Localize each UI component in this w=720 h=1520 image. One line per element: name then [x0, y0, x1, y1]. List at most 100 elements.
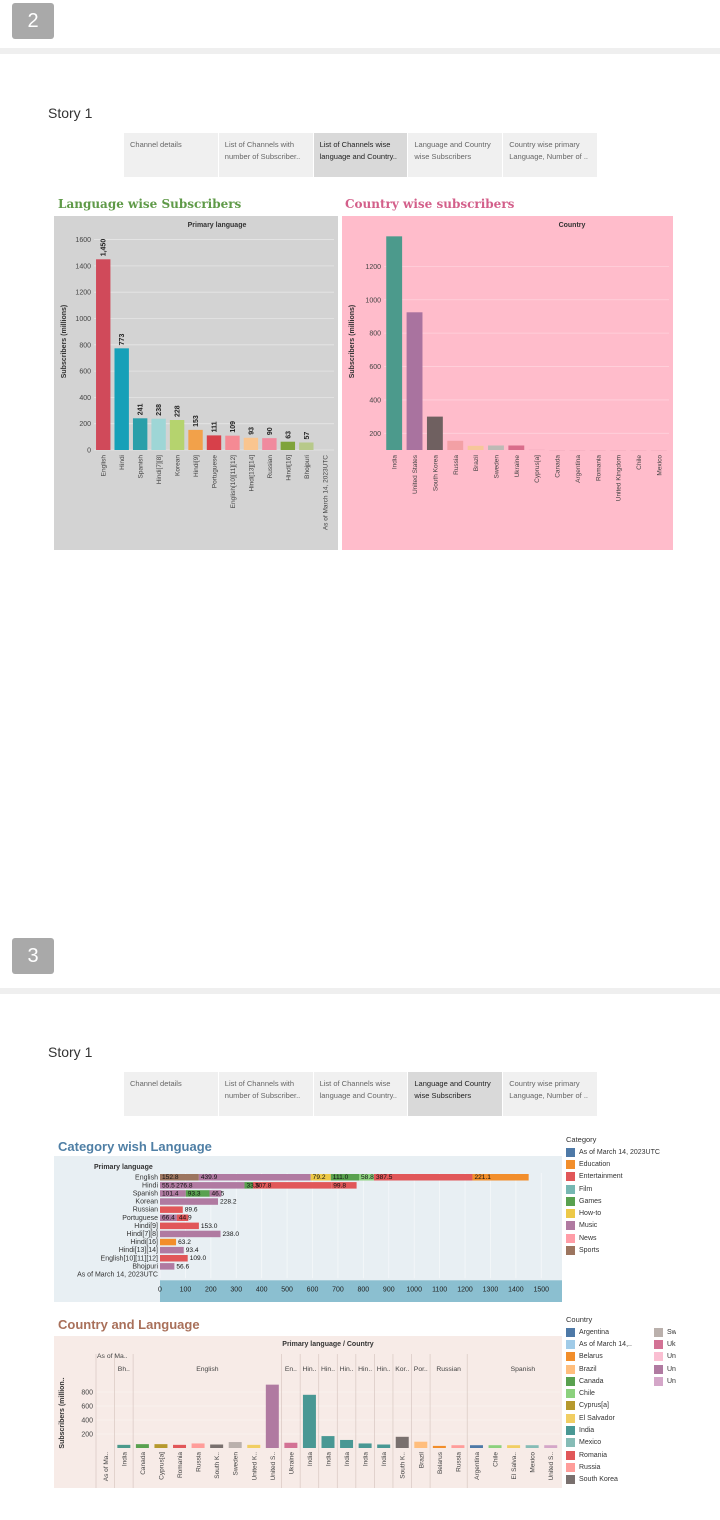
- legend-swatch: [654, 1352, 663, 1362]
- legend-label: Entertainment: [579, 1173, 623, 1181]
- story-tab-language-country-subscribers[interactable]: Language and Country wise Subscribers: [408, 133, 504, 177]
- y-tick-label: 400: [369, 397, 381, 404]
- country-legend-item[interactable]: Belarus: [566, 1351, 654, 1363]
- legend-label: Games: [579, 1197, 602, 1205]
- row-header: Primary language: [94, 1164, 153, 1171]
- x-tick-label: 1200: [457, 1286, 473, 1293]
- category-legend-item[interactable]: As of March 14, 2023UTC: [566, 1146, 716, 1158]
- row-label: Russian: [133, 1207, 158, 1214]
- country-legend-item[interactable]: India: [566, 1424, 654, 1436]
- bar-segment: [310, 1174, 331, 1181]
- country-legend-item[interactable]: Brazil: [566, 1363, 654, 1375]
- country-legend-item[interactable]: Canada: [566, 1375, 654, 1387]
- y-tick-label: 600: [369, 364, 381, 371]
- x-tick-label: Canada: [555, 455, 562, 478]
- x-tick-label: United S..: [270, 1452, 277, 1481]
- bar: [507, 1445, 521, 1448]
- category-legend-item[interactable]: How-to: [566, 1207, 716, 1219]
- story-tab-language-country-subscribers[interactable]: Language and Country wise Subscribers: [408, 1072, 504, 1116]
- bar: [358, 1443, 372, 1448]
- x-tick-label: Hindi[7][8]: [156, 455, 163, 484]
- country-legend-item[interactable]: Chile: [566, 1387, 654, 1399]
- story-tab-channel-details[interactable]: Channel details: [124, 1072, 219, 1116]
- x-tick-label: 1400: [508, 1286, 524, 1293]
- legend-label: Unite: [667, 1365, 676, 1373]
- country-legend-item[interactable]: Mexico: [566, 1437, 654, 1449]
- country-legend-item[interactable]: Russia: [566, 1461, 654, 1473]
- x-tick-label: El Salva..: [511, 1452, 518, 1480]
- bar: [406, 312, 423, 450]
- bar: [340, 1439, 354, 1448]
- x-tick-label: United S..: [548, 1452, 555, 1481]
- row-label: Hindi[7][8]: [126, 1231, 158, 1238]
- bar: [262, 438, 277, 450]
- story-tab-channels-subscribers[interactable]: List of Channels with number of Subscrib…: [218, 133, 314, 177]
- bar: [173, 1444, 187, 1448]
- data-label: 55.5: [162, 1182, 175, 1189]
- bar: [451, 1445, 465, 1448]
- legend-swatch: [566, 1196, 575, 1206]
- bar: [117, 1444, 131, 1448]
- data-label: 276.8: [176, 1182, 193, 1189]
- legend-label: As of March 14,..: [579, 1340, 632, 1348]
- story-tab-country-primary-language[interactable]: Country wise primary Language, Number of…: [503, 1072, 598, 1116]
- x-tick-label: As of Ma..: [103, 1452, 110, 1481]
- country-legend-item[interactable]: Unite: [654, 1351, 676, 1363]
- category-legend-item[interactable]: News: [566, 1232, 716, 1244]
- y-tick-label: 1200: [75, 290, 91, 297]
- bar: [488, 445, 504, 450]
- data-label: 58.8: [361, 1174, 374, 1181]
- bar: [188, 429, 203, 450]
- group-label: English: [196, 1366, 219, 1373]
- x-tick-label: 300: [230, 1286, 242, 1293]
- y-axis-label: Subscribers (millions): [61, 305, 68, 379]
- row-label: Spanish: [133, 1191, 158, 1198]
- country-legend-item[interactable]: Unite: [654, 1363, 676, 1375]
- bar: [467, 445, 484, 450]
- story-tab-language-country[interactable]: List of Channels wise language and Count…: [313, 133, 409, 177]
- country-language-chart: Primary language / Country Subscribers (m…: [54, 1336, 562, 1488]
- y-tick-label: 1200: [365, 264, 381, 271]
- legend-label: Unite: [667, 1353, 676, 1361]
- y-tick-label: 400: [79, 395, 91, 402]
- story-tab-channels-subscribers[interactable]: List of Channels with number of Subscrib…: [218, 1072, 314, 1116]
- country-legend-item[interactable]: Argentina: [566, 1326, 654, 1338]
- x-tick-label: Brazil: [473, 454, 480, 471]
- category-legend-item[interactable]: Music: [566, 1220, 716, 1232]
- bar-segment: [160, 1222, 199, 1230]
- story-tab-country-primary-language[interactable]: Country wise primary Language, Number of…: [503, 133, 598, 177]
- x-tick-label: 700: [332, 1286, 344, 1293]
- category-legend-item[interactable]: Games: [566, 1195, 716, 1207]
- group-label: Russian: [436, 1366, 461, 1373]
- x-tick-label: Korean: [175, 455, 182, 476]
- country-legend-item[interactable]: Cyprus[a]: [566, 1400, 654, 1412]
- country-legend-item[interactable]: El Salvador: [566, 1412, 654, 1424]
- row-label: Hindi[9]: [134, 1223, 158, 1230]
- story-tab-channel-details[interactable]: Channel details: [124, 133, 219, 177]
- country-legend-item[interactable]: Unite: [654, 1375, 676, 1387]
- country-legend-item[interactable]: Romania: [566, 1449, 654, 1461]
- legend-swatch: [566, 1364, 575, 1374]
- category-language-chart: Primary language English 152.8 439.9 79.2 111…: [54, 1156, 562, 1302]
- data-label: 90: [267, 427, 274, 435]
- legend-label: Chile: [579, 1390, 595, 1398]
- country-legend-item[interactable]: South Korea: [566, 1474, 654, 1486]
- story-tab-language-country[interactable]: List of Channels wise language and Count…: [313, 1072, 409, 1116]
- bar-segment: [331, 1182, 357, 1189]
- country-legend-item[interactable]: Ukrai: [654, 1338, 676, 1350]
- y-axis-label: Subscribers (millions): [349, 305, 356, 379]
- x-tick-label: 200: [205, 1286, 217, 1293]
- category-legend-item[interactable]: Entertainment: [566, 1171, 716, 1183]
- country-legend-item[interactable]: As of March 14,..: [566, 1338, 654, 1350]
- group-label: Hin..: [377, 1366, 391, 1373]
- legend-swatch: [566, 1246, 575, 1256]
- category-legend-item[interactable]: Sports: [566, 1244, 716, 1256]
- country-legend-item[interactable]: Swec: [654, 1326, 676, 1338]
- category-legend-item[interactable]: Film: [566, 1183, 716, 1195]
- legend-label: Russia: [579, 1463, 601, 1471]
- x-tick-label: South K..: [214, 1452, 221, 1479]
- story-title: Story 1: [48, 105, 93, 121]
- data-label: 33.5: [246, 1182, 259, 1189]
- category-legend-item[interactable]: Education: [566, 1158, 716, 1170]
- data-label: 56.6: [176, 1263, 189, 1270]
